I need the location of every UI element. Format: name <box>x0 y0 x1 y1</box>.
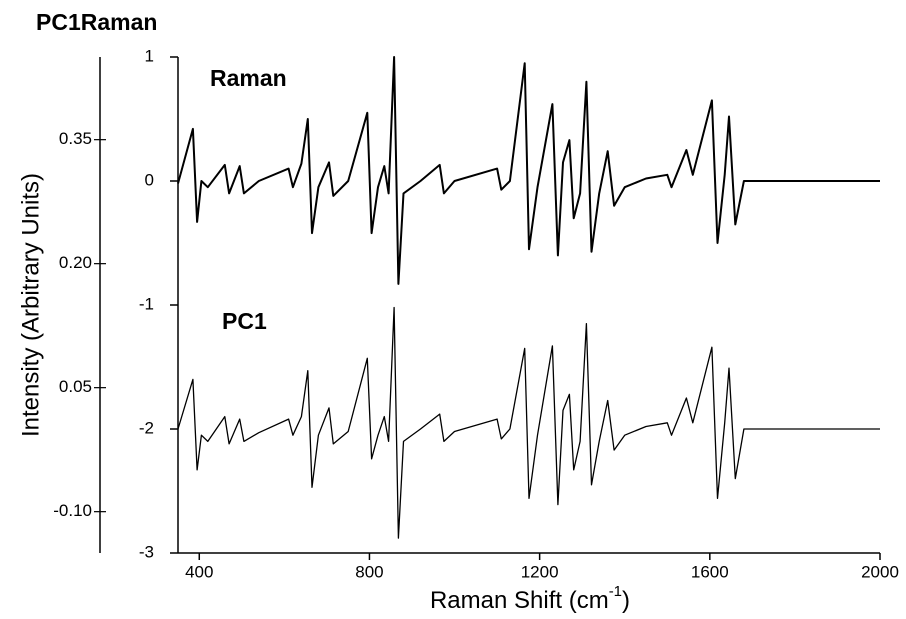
series-line <box>177 306 880 539</box>
y2-tick-label: -0.10 <box>53 501 92 520</box>
y-tick-label: -1 <box>139 294 154 313</box>
y2-tick-label: 0.35 <box>59 129 92 148</box>
series-label: PC1 <box>222 308 267 334</box>
y-axis-label: Intensity (Arbitrary Units) <box>17 173 44 437</box>
y2-tick-label: 0.05 <box>59 377 92 396</box>
y-tick-label: -2 <box>139 418 154 437</box>
series-line <box>177 56 880 285</box>
x-tick-label: 1600 <box>691 562 729 581</box>
x-tick-label: 1200 <box>521 562 559 581</box>
y2-tick-label: 0.20 <box>59 253 92 272</box>
y-tick-label: -3 <box>139 542 154 561</box>
x-tick-label: 400 <box>185 562 213 581</box>
y-tick-label: 0 <box>145 170 154 189</box>
x-axis-label-text: ) <box>622 587 630 614</box>
x-axis-label-text: Raman Shift (cm <box>430 587 609 614</box>
x-axis-label-superscript: -1 <box>609 583 622 600</box>
y-tick-label: 1 <box>145 46 154 65</box>
x-tick-label: 2000 <box>861 562 899 581</box>
x-axis-label: Raman Shift (cm-1) <box>430 583 630 614</box>
chart-title: PC1Raman <box>36 9 157 35</box>
x-tick-label: 800 <box>355 562 383 581</box>
series-label: Raman <box>210 65 287 91</box>
